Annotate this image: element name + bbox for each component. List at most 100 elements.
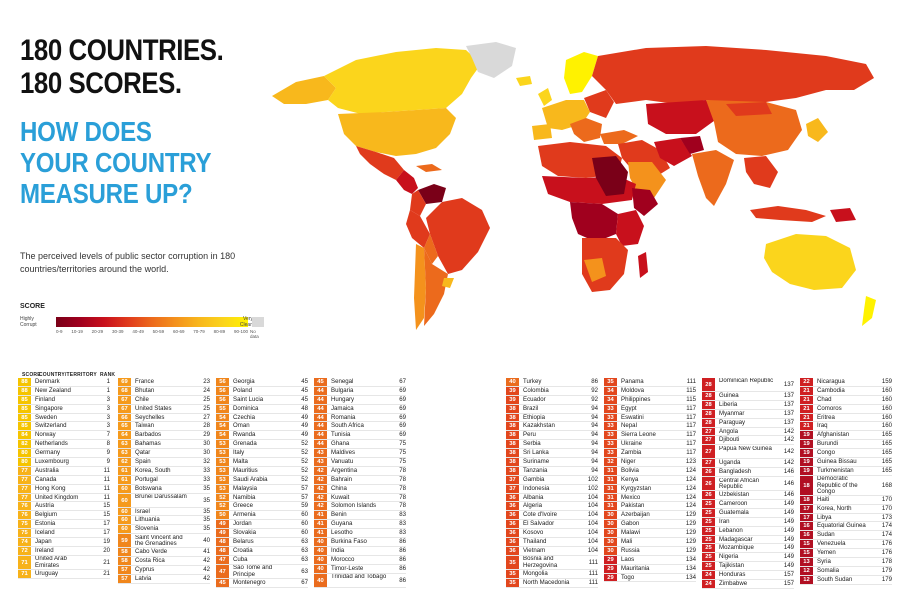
score-badge: 38 bbox=[506, 466, 519, 475]
country-name: Luxembourg bbox=[35, 458, 69, 466]
rank-value: 17 bbox=[103, 520, 110, 528]
score-badge: 27 bbox=[702, 436, 715, 445]
table-row: 42 Solomon Islands 78 bbox=[314, 502, 406, 512]
score-badge: 21 bbox=[800, 413, 813, 422]
table-row: 36 Cote d'Ivoire 104 bbox=[506, 511, 598, 521]
rank-value: 117 bbox=[686, 431, 696, 439]
table-row: 12 Somalia 179 bbox=[800, 566, 892, 576]
table-row: 84 Norway 7 bbox=[18, 431, 110, 441]
rank-value: 94 bbox=[591, 431, 598, 439]
score-badge: 31 bbox=[604, 493, 617, 502]
country-name: Mexico bbox=[621, 493, 641, 501]
table-row: 33 Eswatini 117 bbox=[604, 413, 696, 423]
country-name: Austria bbox=[35, 502, 54, 510]
country-name: Haiti bbox=[817, 495, 830, 503]
rank-value: 19 bbox=[103, 538, 110, 546]
rank-value: 104 bbox=[587, 502, 598, 510]
map-afghanistan bbox=[680, 136, 704, 154]
country-name: Mongolia bbox=[523, 569, 548, 577]
table-row: 67 Chile 25 bbox=[118, 395, 210, 405]
country-name: Nepal bbox=[621, 422, 637, 430]
country-name: Lebanon bbox=[719, 526, 743, 534]
rank-value: 30 bbox=[203, 440, 210, 448]
country-name: Chad bbox=[817, 395, 832, 403]
rank-value: 35 bbox=[203, 507, 210, 515]
score-badge: 28 bbox=[702, 409, 715, 418]
table-row: 18 Haiti 170 bbox=[800, 495, 892, 505]
map-central-america bbox=[396, 170, 418, 194]
table-row: 69 France 23 bbox=[118, 378, 210, 387]
rank-value: 104 bbox=[587, 520, 598, 528]
score-badge: 60 bbox=[118, 516, 131, 525]
legend-tick: 80-89 bbox=[213, 329, 226, 334]
score-badge: 54 bbox=[216, 413, 229, 422]
rank-value: 86 bbox=[399, 546, 406, 554]
table-row: 76 Austria 15 bbox=[18, 502, 110, 512]
score-badge: 38 bbox=[506, 458, 519, 466]
rank-value: 94 bbox=[591, 413, 598, 421]
country-name: Ghana bbox=[331, 440, 350, 448]
table-row: 41 Benin 83 bbox=[314, 511, 406, 521]
table-row: 34 Philippines 115 bbox=[604, 395, 696, 405]
table-row: 85 Sweden 3 bbox=[18, 413, 110, 423]
table-row: 38 Suriname 94 bbox=[506, 458, 598, 467]
rank-value: 35 bbox=[203, 496, 210, 504]
rank-value: 67 bbox=[399, 378, 406, 385]
table-row: 19 Afghanistan 165 bbox=[800, 431, 892, 441]
table-row: 75 Iceland 17 bbox=[18, 529, 110, 539]
map-madagascar bbox=[638, 252, 648, 278]
legend-tick: 50-59 bbox=[152, 329, 165, 334]
table-row: 21 Comoros 160 bbox=[800, 404, 892, 414]
score-badge: 19 bbox=[800, 431, 813, 440]
rank-value: 52 bbox=[301, 440, 308, 448]
rank-value: 86 bbox=[591, 378, 598, 385]
country-name: Honduras bbox=[719, 571, 746, 579]
rank-value: 149 bbox=[783, 526, 794, 534]
rank-value: 63 bbox=[301, 546, 308, 554]
rank-value: 52 bbox=[301, 466, 308, 474]
score-badge: 33 bbox=[604, 422, 617, 431]
country-name: Brunei Darussalam bbox=[135, 493, 187, 500]
country-name: Senegal bbox=[331, 378, 354, 385]
table-row: 33 Ukraine 117 bbox=[604, 440, 696, 450]
rank-value: 11 bbox=[103, 475, 110, 483]
table-row: 28 Myanmar 137 bbox=[702, 409, 794, 419]
table-row: 77 United Kingdom 11 bbox=[18, 493, 110, 503]
score-badge: 44 bbox=[314, 386, 327, 395]
table-row: 49 Slovakia 60 bbox=[216, 529, 308, 539]
map-indonesia bbox=[750, 206, 826, 222]
score-badge: 77 bbox=[18, 466, 31, 475]
rank-value: 124 bbox=[685, 466, 696, 474]
map-central-asia bbox=[646, 100, 718, 134]
score-badge: 31 bbox=[604, 475, 617, 484]
country-name: Mauritius bbox=[233, 466, 258, 474]
table-row: 44 Jamaica 69 bbox=[314, 404, 406, 414]
rank-value: 40 bbox=[203, 537, 210, 545]
score-badge: 12 bbox=[800, 566, 813, 575]
table-row: 53 Grenada 52 bbox=[216, 440, 308, 450]
table-row: 36 Kosovo 104 bbox=[506, 529, 598, 539]
score-badge: 38 bbox=[506, 404, 519, 413]
map-caribbean bbox=[416, 164, 442, 172]
legend-label-highly-corrupt: Highly Corrupt bbox=[20, 316, 37, 328]
rank-value: 3 bbox=[106, 395, 110, 403]
country-name: Gabon bbox=[621, 520, 640, 528]
rank-value: 3 bbox=[106, 404, 110, 412]
country-name: Mozambique bbox=[719, 544, 754, 552]
table-row: 25 Mozambique 149 bbox=[702, 544, 794, 554]
rank-value: 24 bbox=[203, 386, 210, 394]
score-badge: 58 bbox=[118, 557, 131, 566]
score-badge: 41 bbox=[314, 511, 327, 520]
score-badge: 27 bbox=[702, 427, 715, 436]
country-name: Ukraine bbox=[621, 440, 642, 448]
country-name: Taiwan bbox=[135, 422, 154, 430]
country-name: Thailand bbox=[523, 538, 547, 546]
legend-tick: 0-9 bbox=[56, 329, 63, 334]
table-row: 52 Namibia 57 bbox=[216, 493, 308, 503]
rank-value: 86 bbox=[399, 538, 406, 546]
country-name: Italy bbox=[233, 449, 245, 457]
country-name: Dominica bbox=[233, 404, 259, 412]
table-row: 27 Djibouti 142 bbox=[702, 436, 794, 446]
map-chile bbox=[414, 244, 426, 330]
map-venezuela bbox=[418, 184, 446, 204]
